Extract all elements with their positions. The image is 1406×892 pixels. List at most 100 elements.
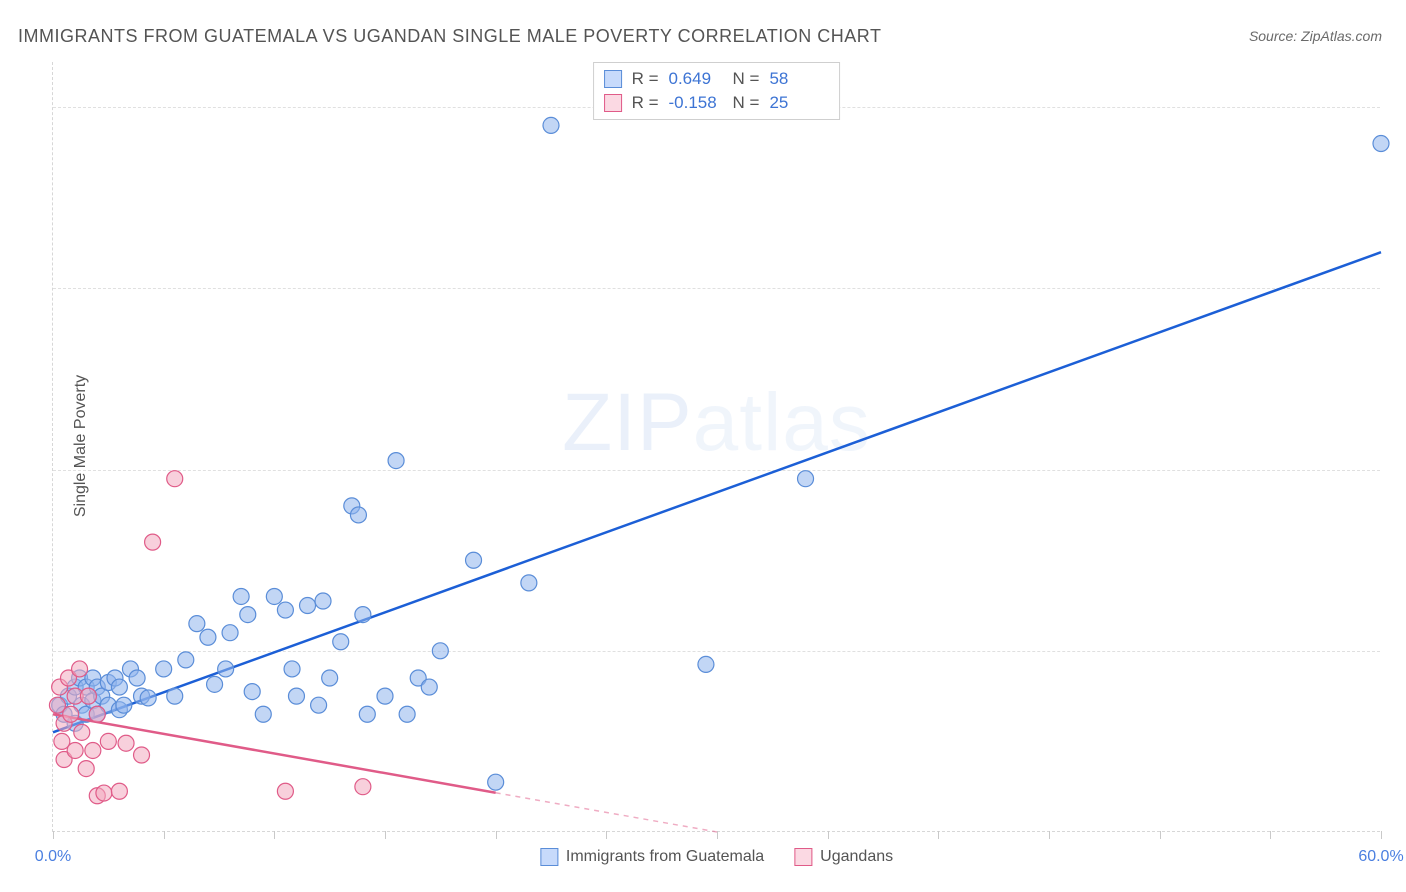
n-label: N = — [733, 93, 760, 113]
data-point — [399, 706, 415, 722]
data-point — [288, 688, 304, 704]
data-point — [311, 697, 327, 713]
source-label: Source: — [1249, 28, 1301, 44]
trend-line-dashed — [496, 793, 717, 832]
data-point — [189, 616, 205, 632]
data-point — [167, 688, 183, 704]
y-tick-label: 40.0% — [1392, 461, 1406, 479]
data-point — [178, 652, 194, 668]
x-tick — [1270, 831, 1271, 839]
data-point — [233, 588, 249, 604]
n-value: 25 — [769, 93, 823, 113]
data-point — [277, 783, 293, 799]
data-point — [277, 602, 293, 618]
legend-swatch — [604, 94, 622, 112]
data-point — [698, 656, 714, 672]
data-point — [89, 706, 105, 722]
data-point — [255, 706, 271, 722]
data-point — [388, 453, 404, 469]
r-label: R = — [632, 93, 659, 113]
data-point — [134, 747, 150, 763]
data-point — [284, 661, 300, 677]
data-point — [74, 724, 90, 740]
x-tick — [274, 831, 275, 839]
x-tick — [1381, 831, 1382, 839]
legend-swatch — [604, 70, 622, 88]
r-value: -0.158 — [669, 93, 723, 113]
data-point — [63, 706, 79, 722]
x-tick — [496, 831, 497, 839]
x-tick — [1160, 831, 1161, 839]
data-point — [322, 670, 338, 686]
data-point — [355, 779, 371, 795]
data-point — [145, 534, 161, 550]
data-point — [315, 593, 331, 609]
legend-series-item: Immigrants from Guatemala — [540, 848, 764, 866]
data-point — [350, 507, 366, 523]
legend-stat-row: R = 0.649 N = 58 — [604, 67, 824, 91]
legend-stats: R = 0.649 N = 58 R = -0.158 N = 25 — [593, 62, 841, 120]
data-point — [222, 625, 238, 641]
x-tick — [1049, 831, 1050, 839]
data-point — [218, 661, 234, 677]
y-tick-label: 60.0% — [1392, 279, 1406, 297]
data-point — [96, 785, 112, 801]
data-point — [377, 688, 393, 704]
x-tick — [385, 831, 386, 839]
data-point — [116, 697, 132, 713]
data-point — [333, 634, 349, 650]
x-tick — [53, 831, 54, 839]
data-point — [432, 643, 448, 659]
legend-stat-row: R = -0.158 N = 25 — [604, 91, 824, 115]
data-point — [798, 471, 814, 487]
data-point — [488, 774, 504, 790]
data-point — [466, 552, 482, 568]
data-point — [300, 598, 316, 614]
data-point — [421, 679, 437, 695]
n-value: 58 — [769, 69, 823, 89]
trend-line — [53, 714, 496, 793]
y-tick-label: 20.0% — [1392, 642, 1406, 660]
x-tick — [717, 831, 718, 839]
data-point — [78, 761, 94, 777]
data-point — [359, 706, 375, 722]
source-credit: Source: ZipAtlas.com — [1249, 28, 1382, 44]
data-point — [167, 471, 183, 487]
y-tick-label: 80.0% — [1392, 98, 1406, 116]
data-point — [200, 629, 216, 645]
data-point — [118, 735, 134, 751]
x-tick — [164, 831, 165, 839]
scatter-svg — [53, 62, 1380, 831]
legend-swatch — [794, 848, 812, 866]
legend-swatch — [540, 848, 558, 866]
x-tick — [938, 831, 939, 839]
data-point — [244, 684, 260, 700]
data-point — [111, 679, 127, 695]
data-point — [207, 676, 223, 692]
x-tick — [828, 831, 829, 839]
legend-series-label: Immigrants from Guatemala — [566, 848, 764, 866]
chart-container: IMMIGRANTS FROM GUATEMALA VS UGANDAN SIN… — [0, 0, 1406, 892]
data-point — [72, 661, 88, 677]
legend-series: Immigrants from Guatemala Ugandans — [540, 848, 893, 866]
data-point — [543, 117, 559, 133]
r-value: 0.649 — [669, 69, 723, 89]
chart-title: IMMIGRANTS FROM GUATEMALA VS UGANDAN SIN… — [18, 26, 881, 47]
data-point — [80, 688, 96, 704]
data-point — [85, 742, 101, 758]
data-point — [129, 670, 145, 686]
data-point — [140, 690, 156, 706]
legend-series-item: Ugandans — [794, 848, 893, 866]
data-point — [1373, 136, 1389, 152]
data-point — [67, 742, 83, 758]
data-point — [355, 607, 371, 623]
x-tick-label: 0.0% — [35, 848, 71, 866]
data-point — [100, 733, 116, 749]
data-point — [521, 575, 537, 591]
data-point — [156, 661, 172, 677]
data-point — [240, 607, 256, 623]
source-value: ZipAtlas.com — [1301, 28, 1382, 44]
r-label: R = — [632, 69, 659, 89]
data-point — [266, 588, 282, 604]
n-label: N = — [733, 69, 760, 89]
